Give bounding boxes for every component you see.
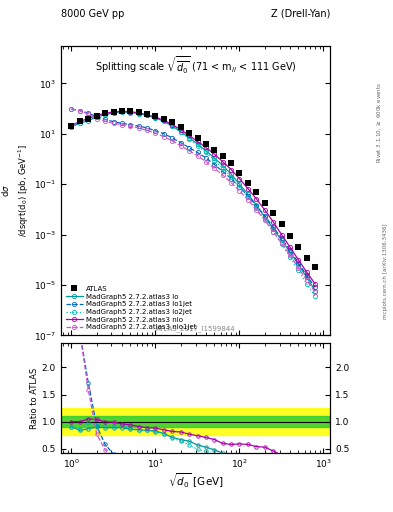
- Text: ATLAS_2017_I1599844: ATLAS_2017_I1599844: [156, 326, 235, 332]
- Text: Z (Drell-Yan): Z (Drell-Yan): [271, 9, 330, 19]
- Text: mcplots.cern.ch [arXiv:1306.3436]: mcplots.cern.ch [arXiv:1306.3436]: [383, 224, 387, 319]
- Text: Splitting scale $\sqrt{\overline{d_0}}$ (71 < m$_{ll}$ < 111 GeV): Splitting scale $\sqrt{\overline{d_0}}$ …: [95, 55, 296, 76]
- Text: 8000 GeV pp: 8000 GeV pp: [61, 9, 124, 19]
- X-axis label: $\sqrt{d_0}$ [GeV]: $\sqrt{d_0}$ [GeV]: [168, 472, 223, 490]
- Y-axis label: Ratio to ATLAS: Ratio to ATLAS: [30, 368, 39, 429]
- Legend: ATLAS, MadGraph5 2.7.2.atlas3 lo, MadGraph5 2.7.2.atlas3 lo1jet, MadGraph5 2.7.2: ATLAS, MadGraph5 2.7.2.atlas3 lo, MadGra…: [64, 285, 198, 332]
- Bar: [61, 408, 330, 435]
- Y-axis label: $\mathrm{d}\sigma$
$/\mathrm{dsqrt}(\mathrm{d_0})$ [pb, GeV$^{-1}$]: $\mathrm{d}\sigma$ $/\mathrm{dsqrt}(\mat…: [0, 144, 31, 238]
- Bar: [61, 416, 330, 427]
- Text: Rivet 3.1.10, $\geq$ 600k events: Rivet 3.1.10, $\geq$ 600k events: [375, 82, 383, 163]
